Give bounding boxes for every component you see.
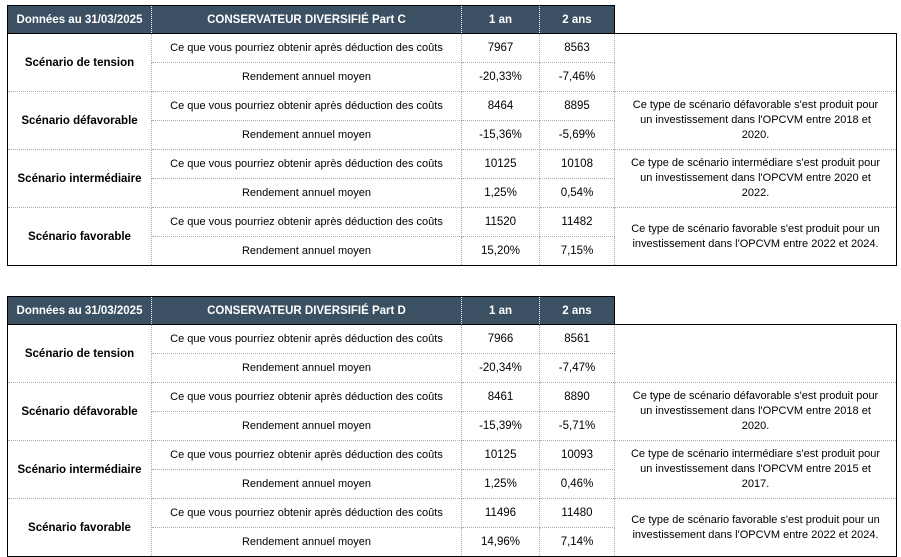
header-spacer — [615, 6, 897, 34]
scenario-table-part-c: Données au 31/03/2025 CONSERVATEUR DIVER… — [7, 5, 897, 266]
table-row: Scénario intermédiaire Ce que vous pourr… — [7, 440, 897, 499]
scenario-label-favorable: Scénario favorable — [7, 498, 152, 557]
table-row: Rendement annuel moyen -15,36% -5,69% — [8, 120, 897, 150]
value-rend-2ans: -7,46% — [539, 62, 615, 92]
value-obtain-2ans: 8563 — [539, 33, 615, 63]
row-label-obtain: Ce que vous pourriez obtenir après déduc… — [151, 149, 462, 179]
scenario-label-defavorable: Scénario défavorable — [7, 382, 152, 441]
row-label-obtain: Ce que vous pourriez obtenir après déduc… — [151, 498, 462, 528]
value-rend-2ans: -5,71% — [539, 411, 615, 441]
row-label-obtain: Ce que vous pourriez obtenir après déduc… — [151, 382, 462, 412]
table-row: Scénario défavorable Ce que vous pourrie… — [7, 91, 897, 150]
table-row: Scénario intermédiaire Ce que vous pourr… — [7, 149, 897, 208]
value-rend-1an: -15,36% — [461, 120, 540, 150]
value-rend-1an: -20,33% — [461, 62, 540, 92]
table-row: Rendement annuel moyen 1,25% 0,46% — [8, 469, 897, 499]
value-rend-2ans: -7,47% — [539, 353, 615, 383]
row-label-rendement: Rendement annuel moyen — [151, 353, 462, 383]
table-row: Scénario favorable Ce que vous pourriez … — [7, 498, 897, 557]
value-rend-1an: 1,25% — [461, 469, 540, 499]
value-rend-1an: -15,39% — [461, 411, 540, 441]
column-header-2ans: 2 ans — [539, 296, 615, 325]
column-header-1an: 1 an — [461, 5, 540, 34]
scenario-label-favorable: Scénario favorable — [7, 207, 152, 266]
scenario-label-intermediaire: Scénario intermédiaire — [7, 149, 152, 208]
value-rend-1an: 14,96% — [461, 527, 540, 557]
value-obtain-2ans: 8561 — [539, 324, 615, 354]
value-rend-2ans: 0,46% — [539, 469, 615, 499]
value-obtain-2ans: 10108 — [539, 149, 615, 179]
scenario-label-defavorable: Scénario défavorable — [7, 91, 152, 150]
value-obtain-2ans: 8895 — [539, 91, 615, 121]
table-row: Rendement annuel moyen -20,34% -7,47% — [8, 353, 897, 383]
value-obtain-1an: 7966 — [461, 324, 540, 354]
row-label-rendement: Rendement annuel moyen — [151, 62, 462, 92]
scenario-note-favorable: Ce type de scénario favorable s'est prod… — [614, 207, 897, 266]
row-label-rendement: Rendement annuel moyen — [151, 236, 462, 266]
date-header: Données au 31/03/2025 — [7, 296, 152, 325]
value-obtain-1an: 8464 — [461, 91, 540, 121]
row-label-rendement: Rendement annuel moyen — [151, 178, 462, 208]
row-label-obtain: Ce que vous pourriez obtenir après déduc… — [151, 440, 462, 470]
date-header: Données au 31/03/2025 — [7, 5, 152, 34]
value-obtain-1an: 11520 — [461, 207, 540, 237]
table-row: Scénario de tension Ce que vous pourriez… — [7, 33, 897, 92]
value-obtain-2ans: 8890 — [539, 382, 615, 412]
table-row: Scénario de tension Ce que vous pourriez… — [7, 324, 897, 383]
table-row: Scénario défavorable Ce que vous pourrie… — [7, 382, 897, 441]
header-row: Données au 31/03/2025 CONSERVATEUR DIVER… — [7, 5, 897, 34]
scenario-note-intermediaire: Ce type de scénario intermédiare s'est p… — [614, 149, 897, 208]
value-rend-1an: 1,25% — [461, 178, 540, 208]
header-row: Données au 31/03/2025 CONSERVATEUR DIVER… — [7, 296, 897, 325]
row-label-rendement: Rendement annuel moyen — [151, 120, 462, 150]
value-obtain-1an: 7967 — [461, 33, 540, 63]
row-label-obtain: Ce que vous pourriez obtenir après déduc… — [151, 324, 462, 354]
scenario-label-tension: Scénario de tension — [7, 324, 152, 383]
table-row: Rendement annuel moyen -20,33% -7,46% — [8, 62, 897, 92]
scenario-label-intermediaire: Scénario intermédiaire — [7, 440, 152, 499]
value-rend-1an: 15,20% — [461, 236, 540, 266]
table-row: Rendement annuel moyen -15,39% -5,71% — [8, 411, 897, 441]
row-label-rendement: Rendement annuel moyen — [151, 411, 462, 441]
table-title: CONSERVATEUR DIVERSIFIÉ Part D — [151, 296, 462, 325]
value-obtain-1an: 8461 — [461, 382, 540, 412]
scenario-note-tension — [614, 33, 897, 92]
scenario-note-defavorable: Ce type de scénario défavorable s'est pr… — [614, 382, 897, 441]
table-row: Scénario favorable Ce que vous pourriez … — [7, 207, 897, 266]
value-rend-2ans: -5,69% — [539, 120, 615, 150]
row-label-obtain: Ce que vous pourriez obtenir après déduc… — [151, 207, 462, 237]
value-rend-2ans: 7,15% — [539, 236, 615, 266]
value-obtain-1an: 10125 — [461, 440, 540, 470]
row-label-obtain: Ce que vous pourriez obtenir après déduc… — [151, 33, 462, 63]
value-obtain-2ans: 11480 — [539, 498, 615, 528]
row-label-rendement: Rendement annuel moyen — [151, 469, 462, 499]
header-spacer — [615, 297, 897, 325]
row-label-rendement: Rendement annuel moyen — [151, 527, 462, 557]
scenario-note-favorable: Ce type de scénario favorable s'est prod… — [614, 498, 897, 557]
value-rend-2ans: 7,14% — [539, 527, 615, 557]
scenario-note-tension — [614, 324, 897, 383]
value-obtain-2ans: 10093 — [539, 440, 615, 470]
table-title: CONSERVATEUR DIVERSIFIÉ Part C — [151, 5, 462, 34]
column-header-1an: 1 an — [461, 296, 540, 325]
scenario-note-defavorable: Ce type de scénario défavorable s'est pr… — [614, 91, 897, 150]
value-obtain-1an: 11496 — [461, 498, 540, 528]
column-header-2ans: 2 ans — [539, 5, 615, 34]
table-row: Rendement annuel moyen 1,25% 0,54% — [8, 178, 897, 208]
value-rend-2ans: 0,54% — [539, 178, 615, 208]
value-rend-1an: -20,34% — [461, 353, 540, 383]
value-obtain-1an: 10125 — [461, 149, 540, 179]
table-row: Rendement annuel moyen 15,20% 7,15% — [8, 236, 897, 266]
value-obtain-2ans: 11482 — [539, 207, 615, 237]
scenario-note-intermediaire: Ce type de scénario intermédiare s'est p… — [614, 440, 897, 499]
scenario-label-tension: Scénario de tension — [7, 33, 152, 92]
row-label-obtain: Ce que vous pourriez obtenir après déduc… — [151, 91, 462, 121]
scenario-table-part-d: Données au 31/03/2025 CONSERVATEUR DIVER… — [7, 296, 897, 557]
